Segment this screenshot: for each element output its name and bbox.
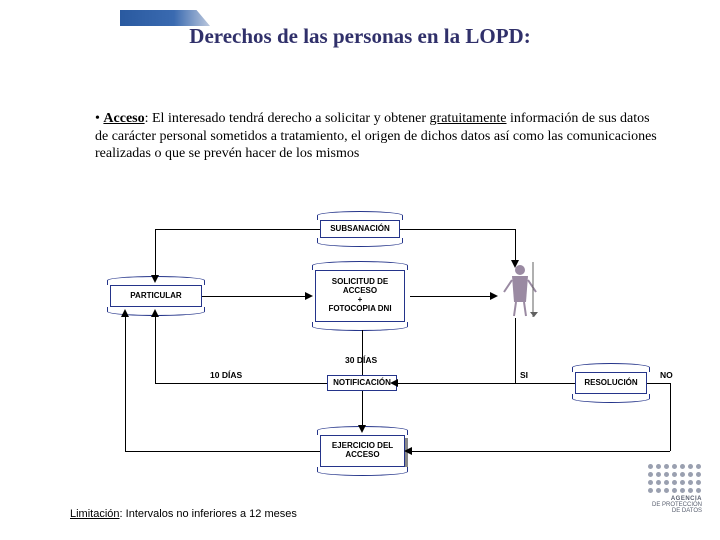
arrow-not-ej xyxy=(358,425,366,433)
edge-no-back xyxy=(410,451,670,452)
node-notificacion: NOTIFICACIÓN xyxy=(327,375,397,391)
person-icon xyxy=(500,262,540,317)
edge-icon-res xyxy=(515,383,575,384)
page-title: Derechos de las personas en la LOPD: xyxy=(0,24,720,49)
edge-top-right xyxy=(400,229,515,230)
node-ejercicio-label: EJERCICIO DEL ACCESO xyxy=(332,442,393,460)
edge-not-left xyxy=(155,383,327,384)
label-10dias: 10 DÍAS xyxy=(210,370,242,380)
node-resolucion: RESOLUCIÓN xyxy=(575,372,647,394)
arrow-not-part xyxy=(151,309,159,317)
arrow-part-sol xyxy=(305,292,313,300)
node-particular: PARTICULAR xyxy=(110,285,202,307)
edge-no xyxy=(647,383,670,384)
node-solicitud: SOLICITUD DE ACCESO + FOTOCOPIA DNI xyxy=(315,270,405,322)
agency-dots xyxy=(624,464,702,494)
agency-logo: AGENCIA DE PROTECCIÓN DE DATOS xyxy=(624,464,702,522)
edge-top-right-down xyxy=(515,229,516,262)
edge-sol-icon xyxy=(410,296,492,297)
node-ejercicio: EJERCICIO DEL ACCESO xyxy=(320,435,405,467)
node-subsanacion-label: SUBSANACIÓN xyxy=(330,225,390,234)
body-free: gratuitamente xyxy=(430,111,507,126)
edge-ej-left-up xyxy=(125,315,126,452)
arrow-sol-icon xyxy=(490,292,498,300)
label-no: NO xyxy=(660,370,673,380)
edge-top-left-down xyxy=(155,229,156,277)
node-particular-label: PARTICULAR xyxy=(130,292,181,301)
node-subsanacion: SUBSANACIÓN xyxy=(320,220,400,238)
body-lead: : El interesado tendrá derecho a solicit… xyxy=(145,111,430,126)
arrow-ej-part xyxy=(121,309,129,317)
node-notificacion-label: NOTIFICACIÓN xyxy=(333,379,391,388)
arrow-no-ejercicio xyxy=(404,447,412,455)
flow-diagram: SUBSANACIÓN PARTICULAR SOLICITUD DE ACCE… xyxy=(80,220,670,480)
edge-sol-not xyxy=(362,330,363,375)
arrow-to-particular-top xyxy=(151,275,159,283)
node-solicitud-label: SOLICITUD DE ACCESO + FOTOCOPIA DNI xyxy=(328,278,391,313)
agency-line3: DE DATOS xyxy=(624,508,702,514)
edge-part-sol xyxy=(202,296,307,297)
edge-icon-down xyxy=(515,318,516,383)
footer-label: Limitación xyxy=(70,508,120,520)
arrow-to-icon-top xyxy=(511,260,519,268)
body-keyword: Acceso xyxy=(103,111,144,126)
label-si: SI xyxy=(520,370,528,380)
footer-text: : Intervalos no inferiores a 12 meses xyxy=(120,508,297,520)
edge-not-left-up xyxy=(155,315,156,384)
node-resolucion-label: RESOLUCIÓN xyxy=(584,379,637,388)
arrow-si-to-not xyxy=(390,379,398,387)
edge-not-ej xyxy=(362,391,363,427)
body-text: • Acceso: El interesado tendrá derecho a… xyxy=(95,110,660,163)
edge-top-left xyxy=(155,229,320,230)
footer-note: Limitación: Intervalos no inferiores a 1… xyxy=(70,508,297,520)
edge-ej-left xyxy=(125,451,320,452)
edge-no-down xyxy=(670,383,671,451)
